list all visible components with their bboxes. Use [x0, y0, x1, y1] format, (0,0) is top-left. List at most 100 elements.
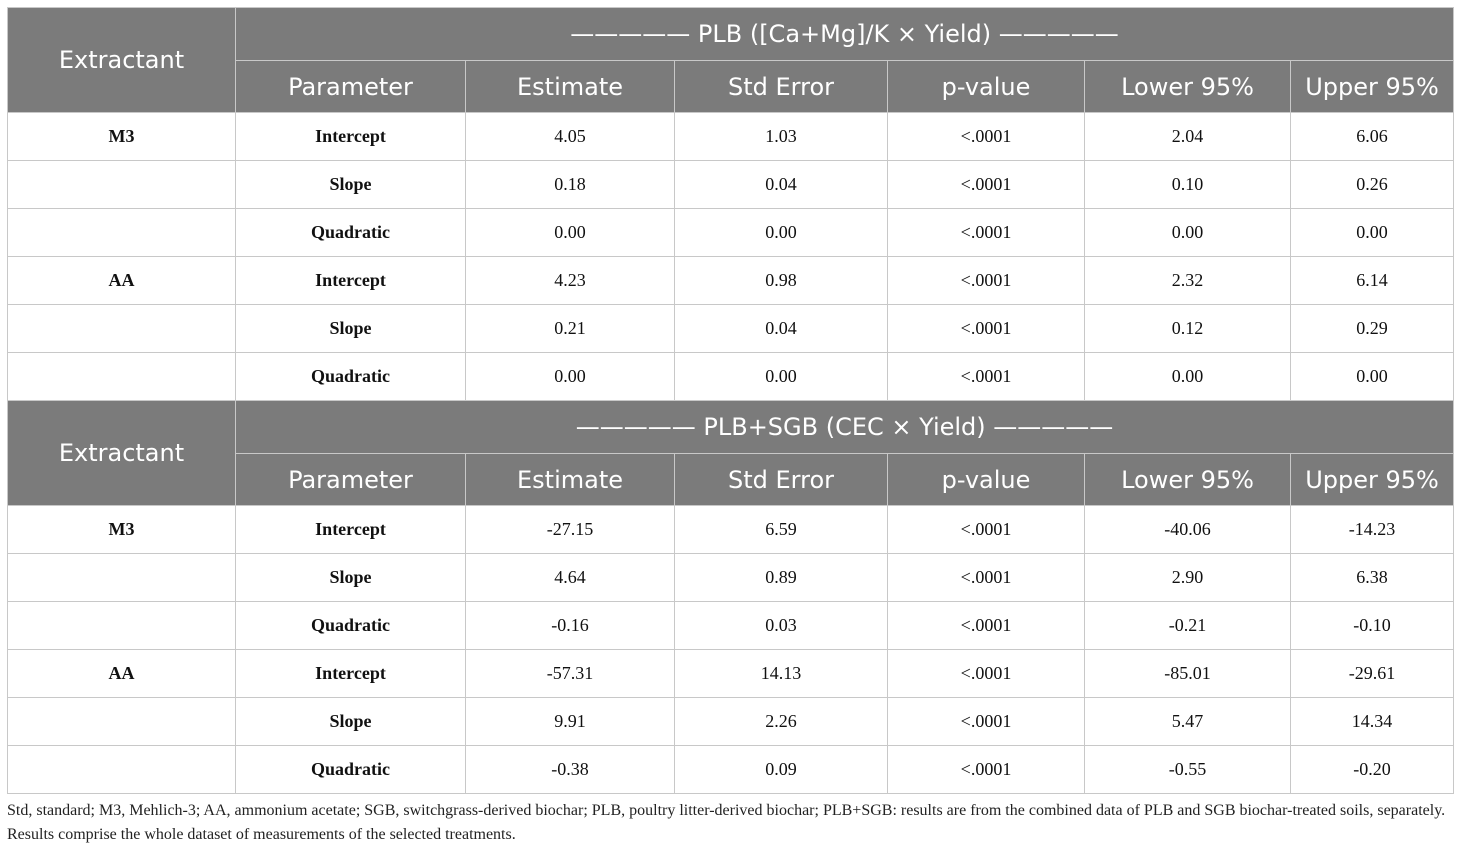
- p-value-cell: <.0001: [887, 697, 1085, 746]
- column-header-std-error: Std Error: [674, 453, 888, 506]
- extractant-cell: M3: [7, 112, 236, 161]
- p-value-cell: <.0001: [887, 745, 1085, 794]
- std-error-cell: 0.04: [674, 160, 888, 209]
- lower-cell: 2.90: [1084, 553, 1291, 602]
- p-value-cell: <.0001: [887, 553, 1085, 602]
- regression-table: Extractant ————— PLB ([Ca+Mg]/K × Yield) …: [7, 7, 1455, 794]
- parameter-cell: Intercept: [235, 112, 466, 161]
- column-header-row: Parameter Estimate Std Error p-value Lower 9…: [8, 60, 1455, 113]
- estimate-cell: 9.91: [465, 697, 675, 746]
- upper-cell: 6.14: [1289, 256, 1455, 305]
- column-header-extractant: Extractant: [7, 400, 236, 506]
- upper-cell: 0.00: [1289, 208, 1455, 257]
- table-row: Quadratic 0.00 0.00 <.0001 0.00 0.00: [7, 208, 1455, 257]
- lower-cell: -0.21: [1084, 601, 1291, 650]
- std-error-cell: 14.13: [674, 649, 888, 698]
- extractant-cell: AA: [7, 649, 236, 698]
- lower-cell: 2.04: [1084, 112, 1291, 161]
- estimate-cell: -27.15: [465, 505, 675, 554]
- parameter-cell: Intercept: [235, 256, 466, 305]
- lower-cell: -85.01: [1084, 649, 1291, 698]
- lower-cell: -40.06: [1084, 505, 1291, 554]
- estimate-cell: -57.31: [465, 649, 675, 698]
- p-value-cell: <.0001: [887, 160, 1085, 209]
- parameter-cell: Intercept: [235, 649, 466, 698]
- upper-cell: -14.23: [1289, 505, 1455, 554]
- estimate-cell: 0.21: [465, 304, 675, 353]
- column-header-row: Parameter Estimate Std Error p-value Lower 9…: [8, 453, 1455, 506]
- section-title: ————— PLB ([Ca+Mg]/K × Yield) —————: [234, 7, 1455, 61]
- std-error-cell: 0.03: [674, 601, 888, 650]
- upper-cell: -0.20: [1289, 745, 1455, 794]
- estimate-cell: 4.05: [465, 112, 675, 161]
- lower-cell: 0.10: [1084, 160, 1291, 209]
- column-header-estimate: Estimate: [465, 60, 675, 113]
- p-value-cell: <.0001: [887, 352, 1085, 401]
- p-value-cell: <.0001: [887, 649, 1085, 698]
- table-row: M3 Intercept -27.15 6.59 <.0001 -40.06 -14.23: [7, 505, 1455, 554]
- column-header-parameter: Parameter: [235, 453, 466, 506]
- upper-cell: -29.61: [1289, 649, 1455, 698]
- upper-cell: 0.00: [1289, 352, 1455, 401]
- column-header-parameter: Parameter: [235, 60, 466, 113]
- std-error-cell: 0.04: [674, 304, 888, 353]
- parameter-cell: Quadratic: [235, 352, 466, 401]
- column-header-lower: Lower 95%: [1084, 453, 1291, 506]
- column-header-lower: Lower 95%: [1084, 60, 1291, 113]
- upper-cell: 0.26: [1289, 160, 1455, 209]
- lower-cell: -0.55: [1084, 745, 1291, 794]
- std-error-cell: 1.03: [674, 112, 888, 161]
- extractant-cell: [7, 601, 236, 650]
- estimate-cell: -0.16: [465, 601, 675, 650]
- upper-cell: 0.29: [1289, 304, 1455, 353]
- parameter-cell: Slope: [235, 304, 466, 353]
- estimate-cell: 0.18: [465, 160, 675, 209]
- extractant-cell: [7, 352, 236, 401]
- std-error-cell: 2.26: [674, 697, 888, 746]
- estimate-cell: 0.00: [465, 208, 675, 257]
- lower-cell: 0.00: [1084, 352, 1291, 401]
- extractant-cell: [7, 697, 236, 746]
- table-container: Extractant ————— PLB ([Ca+Mg]/K × Yield) …: [7, 7, 1455, 794]
- extractant-cell: M3: [7, 505, 236, 554]
- estimate-cell: -0.38: [465, 745, 675, 794]
- table-row: AA Intercept -57.31 14.13 <.0001 -85.01 -29.61: [7, 649, 1455, 698]
- lower-cell: 2.32: [1084, 256, 1291, 305]
- column-header-std-error: Std Error: [674, 60, 888, 113]
- upper-cell: -0.10: [1289, 601, 1455, 650]
- std-error-cell: 0.98: [674, 256, 888, 305]
- estimate-cell: 0.00: [465, 352, 675, 401]
- std-error-cell: 0.09: [674, 745, 888, 794]
- table-row: M3 Intercept 4.05 1.03 <.0001 2.04 6.06: [7, 112, 1455, 161]
- column-header-p-value: p-value: [887, 60, 1085, 113]
- parameter-cell: Quadratic: [235, 745, 466, 794]
- lower-cell: 5.47: [1084, 697, 1291, 746]
- column-header-extractant: Extractant: [7, 7, 236, 113]
- parameter-cell: Quadratic: [235, 208, 466, 257]
- table-row: Slope 9.91 2.26 <.0001 5.47 14.34: [7, 697, 1455, 746]
- table-row: Slope 4.64 0.89 <.0001 2.90 6.38: [7, 553, 1455, 602]
- extractant-cell: [7, 208, 236, 257]
- estimate-cell: 4.64: [465, 553, 675, 602]
- table-row: Quadratic -0.16 0.03 <.0001 -0.21 -0.10: [7, 601, 1455, 650]
- std-error-cell: 0.00: [674, 352, 888, 401]
- std-error-cell: 0.89: [674, 553, 888, 602]
- column-header-upper: Upper 95%: [1289, 453, 1455, 506]
- table-row: Quadratic 0.00 0.00 <.0001 0.00 0.00: [7, 352, 1455, 401]
- p-value-cell: <.0001: [887, 208, 1085, 257]
- section-title: ————— PLB+SGB (CEC × Yield) —————: [234, 400, 1455, 454]
- parameter-cell: Intercept: [235, 505, 466, 554]
- parameter-cell: Quadratic: [235, 601, 466, 650]
- extractant-cell: [7, 160, 236, 209]
- p-value-cell: <.0001: [887, 601, 1085, 650]
- upper-cell: 14.34: [1289, 697, 1455, 746]
- parameter-cell: Slope: [235, 697, 466, 746]
- table-row: Slope 0.21 0.04 <.0001 0.12 0.29: [7, 304, 1455, 353]
- upper-cell: 6.38: [1289, 553, 1455, 602]
- lower-cell: 0.12: [1084, 304, 1291, 353]
- lower-cell: 0.00: [1084, 208, 1291, 257]
- p-value-cell: <.0001: [887, 112, 1085, 161]
- parameter-cell: Slope: [235, 553, 466, 602]
- table-row: Slope 0.18 0.04 <.0001 0.10 0.26: [7, 160, 1455, 209]
- column-header-estimate: Estimate: [465, 453, 675, 506]
